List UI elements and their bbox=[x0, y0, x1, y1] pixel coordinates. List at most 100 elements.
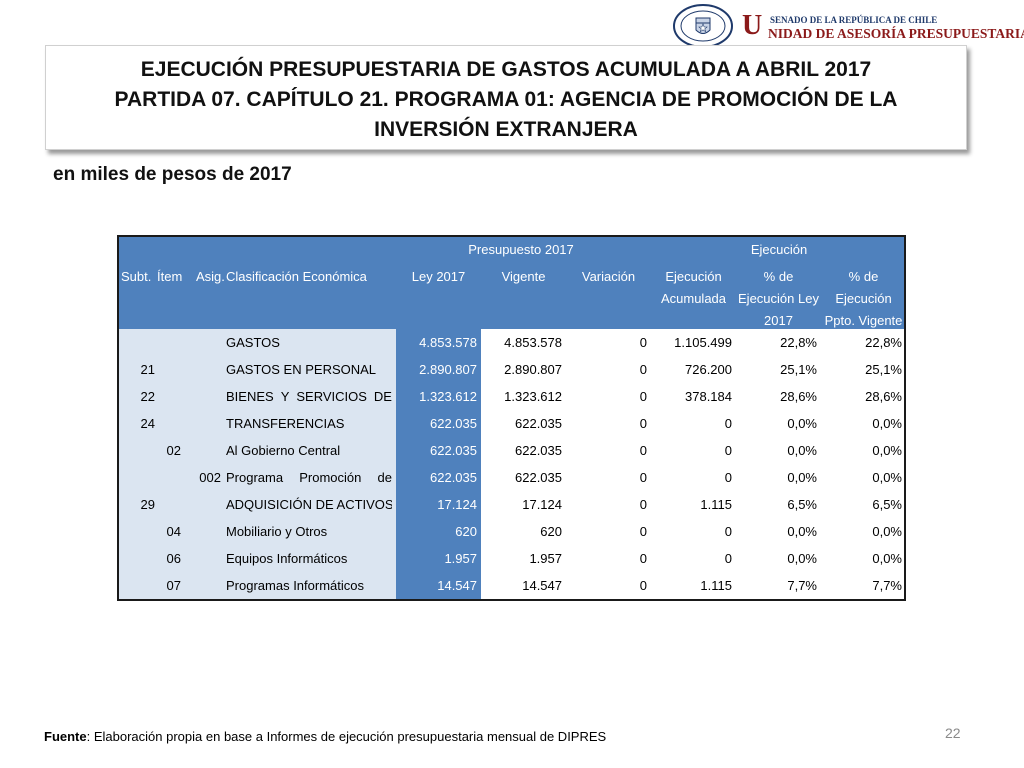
cell-item: 04 bbox=[166, 524, 181, 539]
cell-asig bbox=[181, 356, 221, 383]
cell-ejecucion: 0 bbox=[724, 416, 732, 431]
cell-asig bbox=[181, 545, 221, 572]
cell-pct-vig: 0,0% bbox=[872, 551, 902, 566]
cell-variacion: 0 bbox=[639, 470, 647, 485]
cell-asig: 002 bbox=[199, 470, 221, 485]
title-line-3: INVERSIÓN EXTRANJERA bbox=[374, 118, 638, 141]
cell-subt bbox=[119, 437, 155, 464]
col-header-asig: Asig. bbox=[196, 269, 225, 284]
cell-pct-ley: 7,7% bbox=[787, 578, 817, 593]
cell-item: 07 bbox=[166, 578, 181, 593]
cell-vigente: 620 bbox=[540, 524, 562, 539]
cell-vigente: 622.035 bbox=[515, 470, 562, 485]
cell-subt bbox=[119, 518, 155, 545]
cell-pct-ley: 0,0% bbox=[787, 551, 817, 566]
cell-subt bbox=[119, 329, 155, 356]
source-label: Fuente bbox=[44, 729, 87, 744]
classification-word: SERVICIOS bbox=[296, 389, 367, 404]
col-header-clasificacion: Clasificación Económica bbox=[226, 269, 367, 284]
col-header-ley: Ley 2017 bbox=[411, 269, 466, 284]
logo-senate-line: SENADO DE LA REPÚBLICA DE CHILE bbox=[770, 15, 938, 25]
cell-vigente: 1.957 bbox=[529, 551, 562, 566]
cell-ley: 14.547 bbox=[437, 578, 477, 593]
cell-variacion: 0 bbox=[639, 551, 647, 566]
classification-word: BIENES bbox=[226, 389, 274, 404]
cell-asig bbox=[181, 437, 221, 464]
cell-pct-ley: 0,0% bbox=[787, 443, 817, 458]
col-header-pct-ley-2: Ejecución Ley bbox=[738, 291, 819, 306]
cell-item bbox=[155, 410, 181, 437]
cell-ejecucion: 0 bbox=[724, 470, 732, 485]
cell-vigente: 2.890.807 bbox=[504, 362, 562, 377]
cell-asig bbox=[181, 329, 221, 356]
cell-item bbox=[155, 383, 181, 410]
cell-subt: 29 bbox=[140, 497, 155, 512]
cell-variacion: 0 bbox=[639, 524, 647, 539]
col-header-pct-ley-1: % de bbox=[763, 269, 794, 284]
cell-ley: 622.035 bbox=[430, 443, 477, 458]
col-header-item: Ítem bbox=[157, 269, 183, 284]
classification-word: de bbox=[377, 470, 392, 485]
cell-ejecucion: 378.184 bbox=[685, 389, 732, 404]
cell-asig bbox=[181, 491, 221, 518]
page-title: EJECUCIÓN PRESUPUESTARIA DE GASTOS ACUMU… bbox=[46, 55, 966, 145]
cell-subt bbox=[119, 545, 155, 572]
col-header-variacion: Variación bbox=[581, 269, 636, 284]
cell-ley: 620 bbox=[455, 524, 477, 539]
logo-unit-line: NIDAD DE ASESORÍA PRESUPUESTARIA bbox=[768, 26, 1024, 41]
col-header-pct-vig-3: Ppto. Vigente bbox=[824, 313, 903, 328]
cell-ejecucion: 1.115 bbox=[700, 497, 732, 512]
classification-word: Promoción bbox=[299, 470, 362, 485]
col-header-subt: Subt. bbox=[121, 269, 152, 284]
cell-variacion: 0 bbox=[639, 497, 647, 512]
logo-initial: U bbox=[742, 10, 763, 41]
cell-asig bbox=[181, 518, 221, 545]
cell-asig bbox=[181, 410, 221, 437]
cell-ejecucion: 1.105.499 bbox=[674, 335, 732, 350]
cell-pct-vig: 7,7% bbox=[872, 578, 902, 593]
cell-pct-ley: 0,0% bbox=[787, 524, 817, 539]
cell-vigente: 14.547 bbox=[522, 578, 562, 593]
cell-clasificacion: Programa Promoción de bbox=[226, 464, 392, 491]
table-classification-band bbox=[119, 329, 396, 599]
cell-item bbox=[155, 356, 181, 383]
col-header-ejecucion-2: Acumulada bbox=[660, 291, 727, 306]
cell-pct-ley: 0,0% bbox=[787, 470, 817, 485]
cell-ley: 17.124 bbox=[437, 497, 477, 512]
cell-pct-ley: 6,5% bbox=[787, 497, 817, 512]
source-text: : Elaboración propia en base a Informes … bbox=[86, 729, 607, 744]
cell-pct-vig: 0,0% bbox=[872, 524, 902, 539]
group-header-ejecucion: Ejecución bbox=[750, 242, 808, 257]
cell-pct-vig: 25,1% bbox=[865, 362, 902, 377]
cell-asig bbox=[181, 572, 221, 599]
cell-vigente: 622.035 bbox=[515, 416, 562, 431]
classification-word: Programa bbox=[226, 470, 284, 485]
source-footer: Fuente: Elaboración propia en base a Inf… bbox=[44, 729, 606, 744]
title-line-2: PARTIDA 07. CAPÍTULO 21. PROGRAMA 01: AG… bbox=[114, 88, 898, 111]
col-header-ejecucion-1: Ejecución bbox=[665, 269, 722, 284]
cell-subt: 22 bbox=[140, 389, 155, 404]
cell-pct-ley: 25,1% bbox=[780, 362, 817, 377]
cell-clasificacion: Programas Informáticos bbox=[226, 578, 364, 593]
cell-vigente: 622.035 bbox=[515, 443, 562, 458]
cell-pct-ley: 28,6% bbox=[780, 389, 817, 404]
cell-clasificacion: Equipos Informáticos bbox=[226, 551, 348, 566]
cell-clasificacion: TRANSFERENCIAS bbox=[226, 416, 345, 431]
col-header-vigente: Vigente bbox=[501, 269, 546, 284]
cell-clasificacion: ADQUISICIÓN DE ACTIVOS NO bbox=[226, 497, 392, 512]
classification-word: DE bbox=[373, 389, 392, 404]
cell-clasificacion: BIENES Y SERVICIOS DE bbox=[226, 383, 392, 410]
cell-pct-ley: 22,8% bbox=[780, 335, 817, 350]
cell-ley: 1.323.612 bbox=[419, 389, 477, 404]
cell-ley: 2.890.807 bbox=[419, 362, 477, 377]
cell-ley: 622.035 bbox=[430, 470, 477, 485]
cell-subt: 24 bbox=[140, 416, 155, 431]
cell-item: 02 bbox=[166, 443, 181, 458]
col-header-pct-vig-1: % de bbox=[848, 269, 879, 284]
cell-clasificacion: Al Gobierno Central bbox=[226, 443, 341, 458]
cell-pct-vig: 22,8% bbox=[865, 335, 902, 350]
units-subtitle: en miles de pesos de 2017 bbox=[53, 164, 292, 185]
cell-clasificacion: GASTOS EN PERSONAL bbox=[226, 362, 377, 377]
cell-vigente: 1.323.612 bbox=[504, 389, 562, 404]
cell-ejecucion: 0 bbox=[724, 551, 732, 566]
